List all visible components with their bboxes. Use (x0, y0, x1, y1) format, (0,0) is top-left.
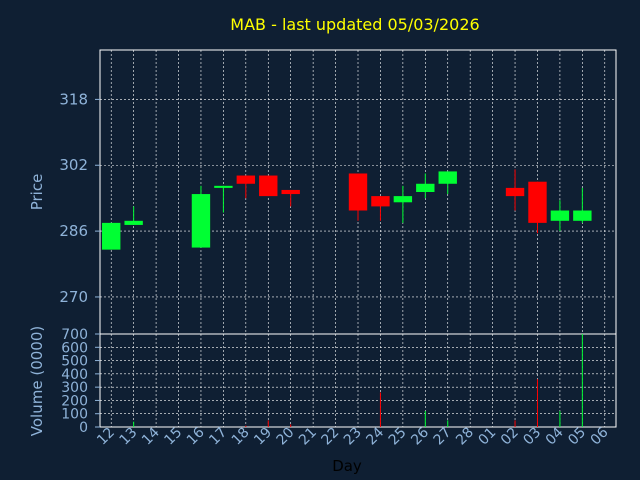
x-tick-label: 25 (386, 425, 410, 449)
candle-body (438, 171, 457, 184)
candle-body (348, 173, 368, 211)
volume-tick-label: 500 (61, 354, 88, 370)
day-axis-label: Day (332, 457, 362, 475)
x-tick-label: 20 (274, 425, 298, 449)
price-axis-label: Price (28, 174, 46, 211)
x-tick-label: 19 (251, 425, 275, 449)
x-tick-label: 22 (318, 425, 342, 449)
price-tick-label: 318 (59, 90, 88, 108)
x-tick-label: 24 (363, 424, 387, 448)
x-tick-label: 16 (184, 424, 208, 448)
x-tick-label: 13 (117, 425, 141, 449)
x-tick-label: 04 (543, 424, 567, 448)
volume-tick-label: 400 (61, 367, 88, 383)
price-tick-label: 270 (59, 288, 88, 306)
candle-body (191, 194, 211, 248)
volume-tick-label: 200 (61, 393, 88, 409)
candle-body (416, 183, 435, 192)
x-tick-label: 14 (139, 424, 163, 448)
x-tick-label: 27 (431, 425, 455, 449)
x-tick-label: 21 (296, 425, 320, 449)
candle-body (124, 220, 143, 225)
volume-tick-label: 100 (61, 407, 88, 423)
candle-body (573, 210, 592, 221)
x-tick-label: 02 (498, 425, 522, 449)
x-tick-label: 12 (94, 425, 118, 449)
volume-tick-label: 700 (61, 327, 88, 343)
candle-body (102, 222, 121, 250)
x-tick-label: 28 (453, 425, 477, 449)
x-tick-label: 05 (565, 425, 589, 449)
x-tick-label: 26 (408, 424, 432, 448)
price-tick-label: 286 (59, 222, 88, 240)
price-panel: 270 286 302 318 (59, 49, 617, 335)
x-tick-label: 06 (588, 424, 612, 448)
candle-body (236, 175, 256, 184)
x-tick-label: 15 (161, 425, 185, 449)
x-tick-label: 03 (520, 425, 544, 449)
price-tick-label: 302 (59, 156, 88, 174)
candle-body (281, 189, 300, 195)
candle-body (505, 187, 525, 197)
volume-tick-label: 0 (79, 420, 88, 436)
volume-tick-label: 300 (61, 380, 88, 396)
candle-body (259, 175, 278, 197)
candle-body (393, 196, 413, 203)
chart-title: MAB - last updated 05/03/2026 (230, 15, 479, 34)
x-tick-label: 01 (476, 425, 500, 449)
x-tick-label: 23 (341, 425, 365, 449)
x-tick-label: 18 (229, 425, 253, 449)
day-axis: 1213141516171819202122232425262728010203… (94, 424, 612, 448)
candle-body (550, 210, 570, 221)
candle-body (528, 181, 547, 223)
candle-body (214, 185, 233, 188)
volume-tick-label: 600 (61, 340, 88, 356)
candle-body (371, 196, 390, 207)
volume-axis-label: Volume (0000) (28, 326, 46, 436)
x-tick-label: 17 (206, 425, 230, 449)
